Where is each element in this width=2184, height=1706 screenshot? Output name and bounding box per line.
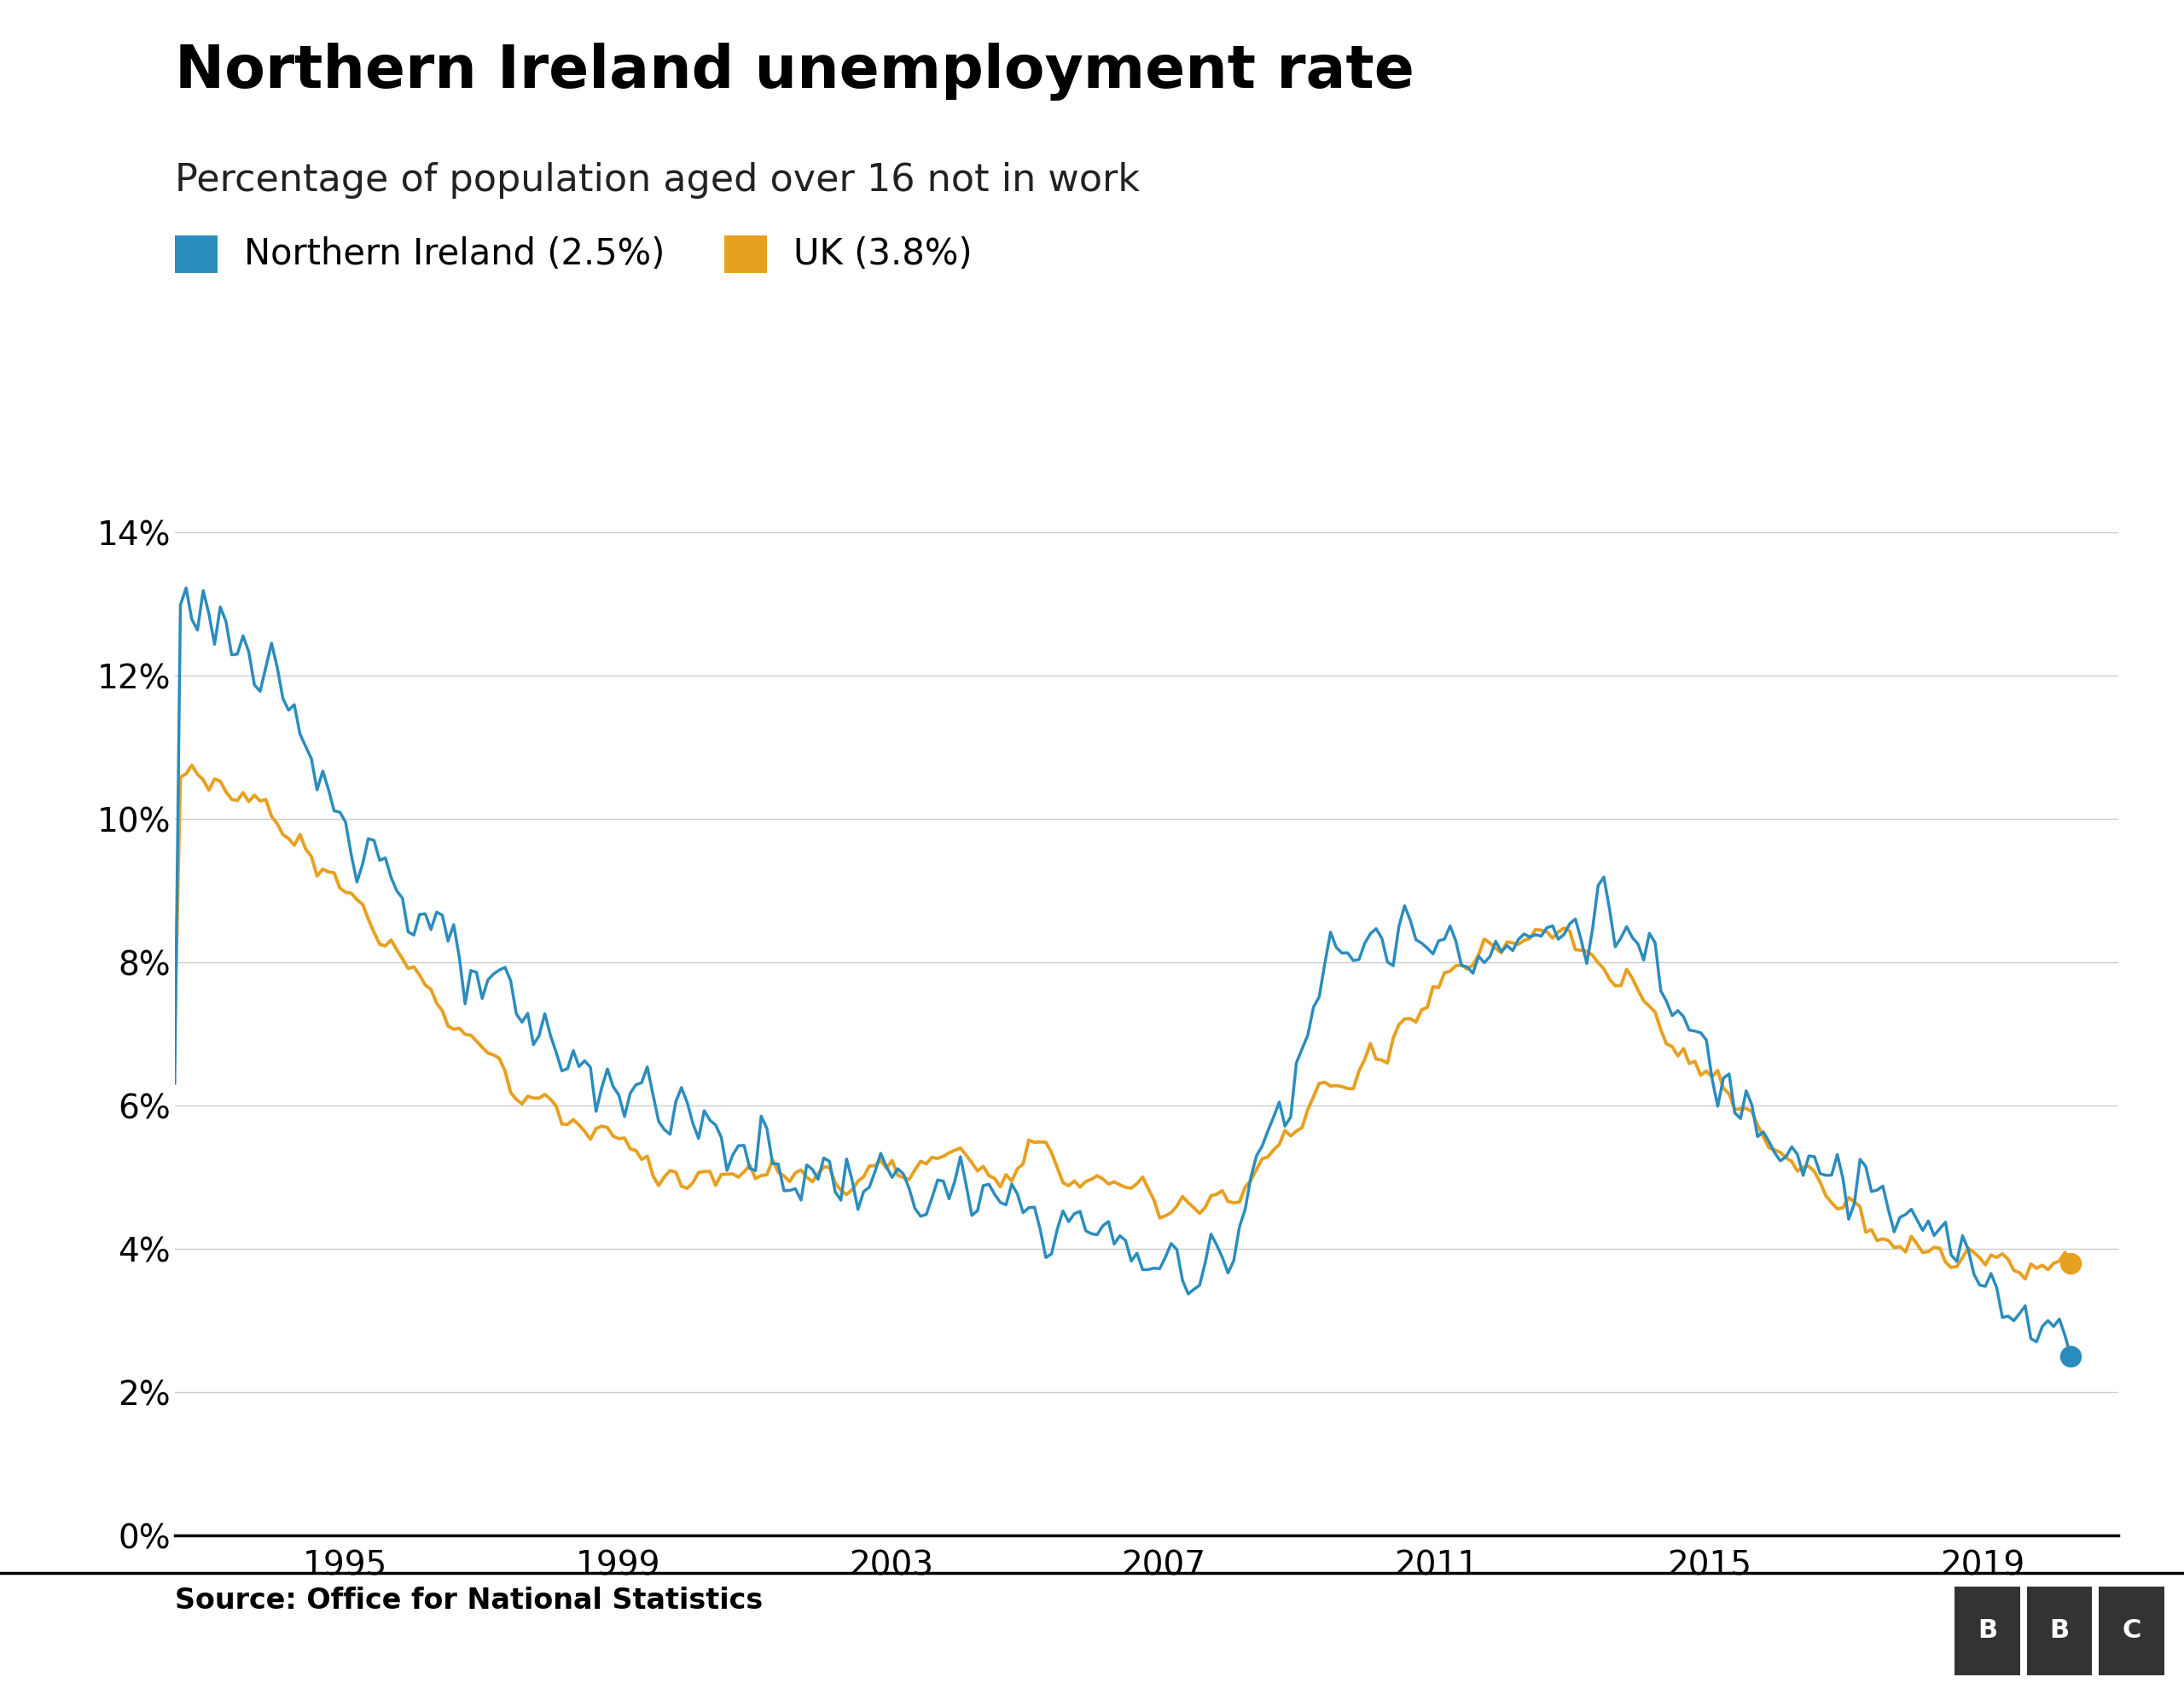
Text: B: B	[2049, 1619, 2070, 1643]
Text: B: B	[1977, 1619, 1998, 1643]
Text: Percentage of population aged over 16 not in work: Percentage of population aged over 16 no…	[175, 162, 1140, 198]
Text: Northern Ireland (2.5%): Northern Ireland (2.5%)	[245, 235, 664, 271]
Point	[2053, 1343, 2088, 1370]
Point	[2053, 1249, 2088, 1276]
Text: UK (3.8%): UK (3.8%)	[793, 235, 972, 271]
Text: Northern Ireland unemployment rate: Northern Ireland unemployment rate	[175, 43, 1415, 101]
Text: C: C	[2123, 1619, 2140, 1643]
Text: Source: Office for National Statistics: Source: Office for National Statistics	[175, 1587, 762, 1614]
